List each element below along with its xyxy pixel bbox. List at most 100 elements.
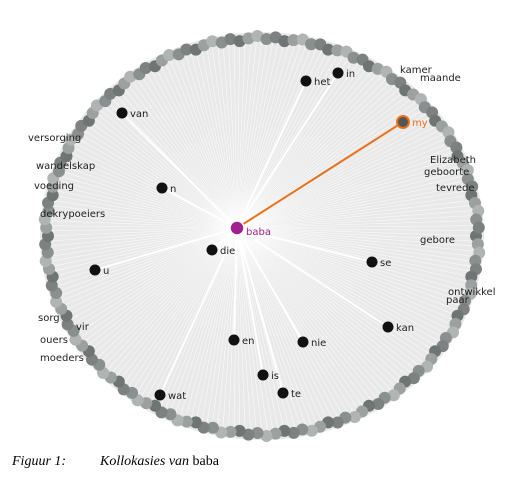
fan-edge	[131, 80, 238, 229]
edge	[236, 72, 339, 229]
edge	[159, 227, 238, 396]
fan-edge	[236, 227, 240, 431]
node-label: en	[242, 336, 255, 347]
edge	[121, 112, 238, 229]
fan-edge	[236, 68, 375, 229]
fan-edge	[82, 128, 238, 229]
outer-node	[251, 30, 264, 43]
fan-edge	[140, 227, 238, 398]
fan-edge	[49, 227, 238, 262]
fan-edge	[122, 86, 238, 229]
outer-label: geboorte	[424, 167, 469, 178]
fan-edge	[236, 215, 475, 229]
outer-node	[206, 35, 219, 48]
outer-node	[348, 410, 361, 423]
outer-label: Elizabeth	[430, 155, 476, 166]
fan-edge	[236, 227, 476, 232]
fan-edge	[48, 227, 238, 252]
fan-edge	[236, 227, 456, 321]
fan-edge	[95, 112, 238, 229]
fan-edge	[49, 227, 238, 257]
fan-edge	[236, 210, 475, 229]
fan-edge	[236, 40, 257, 229]
outer-label: wandelskap	[36, 161, 95, 172]
fan-edge	[236, 41, 240, 229]
fan-edge	[236, 40, 280, 229]
outer-node	[189, 416, 202, 429]
node-label: kan	[396, 323, 414, 334]
node	[382, 321, 394, 333]
edge	[236, 80, 307, 229]
fan-edge	[236, 227, 475, 262]
fan-edge	[236, 227, 472, 278]
fan-edge	[236, 40, 274, 229]
fan-edge	[236, 80, 393, 229]
fan-edge	[236, 227, 475, 257]
outer-node	[331, 416, 344, 429]
fan-edge	[236, 124, 439, 229]
fan-edge	[236, 227, 263, 433]
fan-edge	[236, 194, 472, 229]
fan-edge	[211, 45, 238, 229]
fan-edge	[236, 227, 458, 316]
fan-edge	[222, 43, 238, 229]
fan-edge	[127, 83, 238, 229]
collocation-graph: versorging wandelskap dekrypoeiers voeding o…	[28, 30, 496, 442]
edge	[236, 227, 373, 263]
fan-edge	[99, 108, 238, 229]
fan-edge	[236, 133, 445, 229]
fan-edge	[236, 227, 339, 420]
fan-edge	[118, 227, 238, 382]
fan-edge	[236, 39, 263, 229]
node	[277, 387, 289, 399]
fan-edge	[236, 227, 334, 421]
fan-edge	[48, 220, 238, 229]
fan-edge	[169, 227, 238, 414]
highlight-node	[396, 115, 410, 129]
fan-edge	[236, 43, 302, 229]
fan-edge	[236, 227, 414, 375]
fan-edge	[135, 227, 238, 395]
fan-edge	[53, 189, 238, 229]
fan-edge	[236, 227, 477, 237]
fan-edge	[179, 54, 238, 229]
fan-edge	[71, 227, 238, 326]
fan-edge	[102, 104, 238, 229]
fan-edge	[68, 227, 238, 321]
fan-edge	[48, 227, 238, 232]
fan-edge	[236, 227, 313, 427]
fan-edge	[236, 86, 402, 229]
node-label: te	[291, 389, 301, 400]
fan-edge	[233, 41, 238, 229]
outer-label: moeders	[40, 353, 84, 364]
node	[228, 334, 240, 346]
fan-edge	[159, 63, 238, 229]
node-label: van	[130, 109, 148, 120]
center-node	[229, 220, 245, 236]
fan-edge	[236, 227, 474, 267]
fan-edge	[131, 227, 238, 392]
center-label: baba	[246, 227, 271, 238]
fan-edge	[169, 58, 238, 229]
fan-edge	[236, 227, 466, 297]
fan-edge	[236, 74, 384, 229]
outer-node	[46, 189, 59, 202]
fan-edge	[66, 156, 238, 229]
edge	[236, 227, 264, 376]
fan-edge	[236, 227, 307, 428]
fan-edge	[217, 227, 238, 428]
fan-edge	[127, 227, 238, 389]
node	[297, 336, 309, 348]
fan-edge	[64, 160, 238, 229]
fan-edge	[60, 170, 238, 229]
fan-edge	[236, 227, 406, 382]
fan-edge	[135, 77, 238, 229]
fan-edge	[68, 151, 238, 229]
outer-node	[163, 49, 176, 62]
outer-label: tevrede	[436, 183, 475, 194]
fan-edge	[206, 46, 238, 229]
edge	[236, 227, 389, 328]
fan-edge	[236, 128, 442, 229]
fan-edge	[154, 66, 238, 229]
